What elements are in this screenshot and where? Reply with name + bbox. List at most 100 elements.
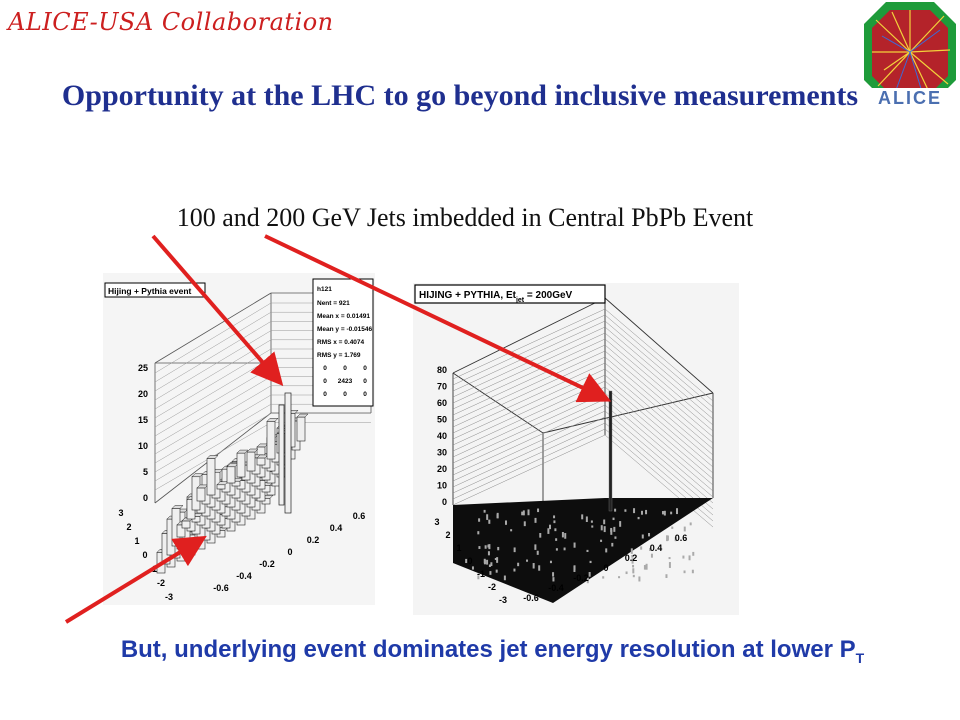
noise-bar <box>588 572 591 577</box>
noise-bar <box>689 522 692 526</box>
noise-bar <box>547 528 550 534</box>
noise-bar <box>632 564 635 568</box>
stats-name: h121 <box>317 286 332 293</box>
noise-bar <box>645 509 648 515</box>
noise-bar <box>691 569 694 574</box>
lego-bar-top <box>266 418 279 422</box>
right-y-tick: -3 <box>499 595 507 605</box>
stats-cell: 0 <box>323 378 327 385</box>
right-z-tick: 0 <box>442 497 447 507</box>
noise-bar <box>523 521 526 527</box>
noise-bar <box>539 533 542 538</box>
noise-bar <box>477 531 480 535</box>
lego-bar-top <box>246 448 259 453</box>
noise-bar <box>497 546 500 551</box>
noise-bar <box>663 510 666 516</box>
lego-bar <box>181 520 191 529</box>
noise-bar <box>619 521 622 527</box>
noise-bar <box>640 546 643 550</box>
noise-bar <box>612 517 615 521</box>
noise-bar <box>683 570 686 574</box>
stats-row: RMS y = 1.769 <box>317 352 361 359</box>
noise-bar <box>534 544 537 550</box>
stats-row: Mean x = 0.01491 <box>317 313 370 320</box>
noise-bar <box>483 509 486 513</box>
noise-bar <box>614 508 617 512</box>
noise-bar <box>614 536 617 539</box>
lego-bar <box>296 416 306 442</box>
noise-bar <box>495 569 498 573</box>
stats-cell: 2423 <box>338 378 353 385</box>
noise-bar <box>600 525 603 531</box>
noise-bar <box>650 553 653 558</box>
left-z-tick: 5 <box>143 467 148 477</box>
collaboration-label: ALICE-USA Collaboration <box>8 8 334 36</box>
stats-cell: 0 <box>343 391 347 398</box>
noise-bar <box>605 548 608 553</box>
left-x-tick: 0 <box>287 547 292 557</box>
right-x-tick: 0.6 <box>675 533 688 543</box>
right-z-tick: 40 <box>437 431 447 441</box>
right-y-tick: 1 <box>456 543 461 553</box>
noise-bar <box>665 574 668 578</box>
noise-bar <box>638 576 641 582</box>
noise-bar <box>676 508 679 515</box>
left-y-tick: 3 <box>118 508 123 518</box>
lego-bar <box>216 484 226 490</box>
noise-bar <box>513 568 516 572</box>
noise-bar <box>666 535 669 542</box>
noise-bar <box>688 555 691 561</box>
noise-bar <box>573 565 576 572</box>
left-y-tick: 1 <box>134 536 139 546</box>
left-z-tick: 0 <box>143 493 148 503</box>
noise-bar <box>471 566 474 570</box>
noise-bar <box>526 559 529 562</box>
right-y-tick: -1 <box>477 569 485 579</box>
noise-bar <box>610 529 613 535</box>
noise-bar <box>591 525 594 528</box>
noise-bar <box>522 510 525 516</box>
noise-bar <box>553 520 556 524</box>
noise-bar <box>549 524 552 530</box>
left-z-tick: 15 <box>138 415 148 425</box>
noise-bar <box>552 572 555 577</box>
noise-bar <box>600 539 603 542</box>
left-x-tick: 0.2 <box>307 535 320 545</box>
left-y-tick: -3 <box>165 592 173 602</box>
noise-bar <box>631 558 634 564</box>
left-y-tick: -1 <box>149 564 157 574</box>
right-x-tick: -0.2 <box>573 573 589 583</box>
noise-bar <box>624 509 627 512</box>
noise-bar <box>649 547 652 551</box>
noise-bar <box>668 557 671 560</box>
right-x-tick: 0.4 <box>650 543 663 553</box>
noise-bar <box>478 546 481 549</box>
noise-bar <box>494 557 497 561</box>
left-z-tick: 20 <box>138 389 148 399</box>
noise-bar <box>484 545 487 549</box>
noise-bar <box>496 557 499 563</box>
left-jet-spike <box>284 392 292 514</box>
left-z-tick: 25 <box>138 363 148 373</box>
right-z-tick: 30 <box>437 448 447 458</box>
lego-bar <box>236 452 246 478</box>
noise-bar <box>640 510 643 515</box>
noise-bar <box>625 571 628 575</box>
right-floor <box>453 498 713 603</box>
noise-bar <box>527 509 530 516</box>
right-y-tick: 3 <box>434 517 439 527</box>
noise-bar <box>488 544 491 550</box>
noise-bar <box>668 562 671 568</box>
footer-text: But, underlying event dominates jet ener… <box>120 636 856 663</box>
left-x-tick: -0.4 <box>236 571 252 581</box>
noise-bar <box>586 549 589 552</box>
lego-bar-top <box>296 413 309 418</box>
left-y-tick: 2 <box>126 522 131 532</box>
noise-bar <box>581 514 584 520</box>
noise-bar <box>674 537 677 542</box>
noise-bar <box>483 558 486 564</box>
stats-cell: 0 <box>363 378 367 385</box>
right-z-tick: 80 <box>437 365 447 375</box>
left-x-tick: -0.6 <box>213 583 229 593</box>
noise-bar <box>603 526 606 533</box>
